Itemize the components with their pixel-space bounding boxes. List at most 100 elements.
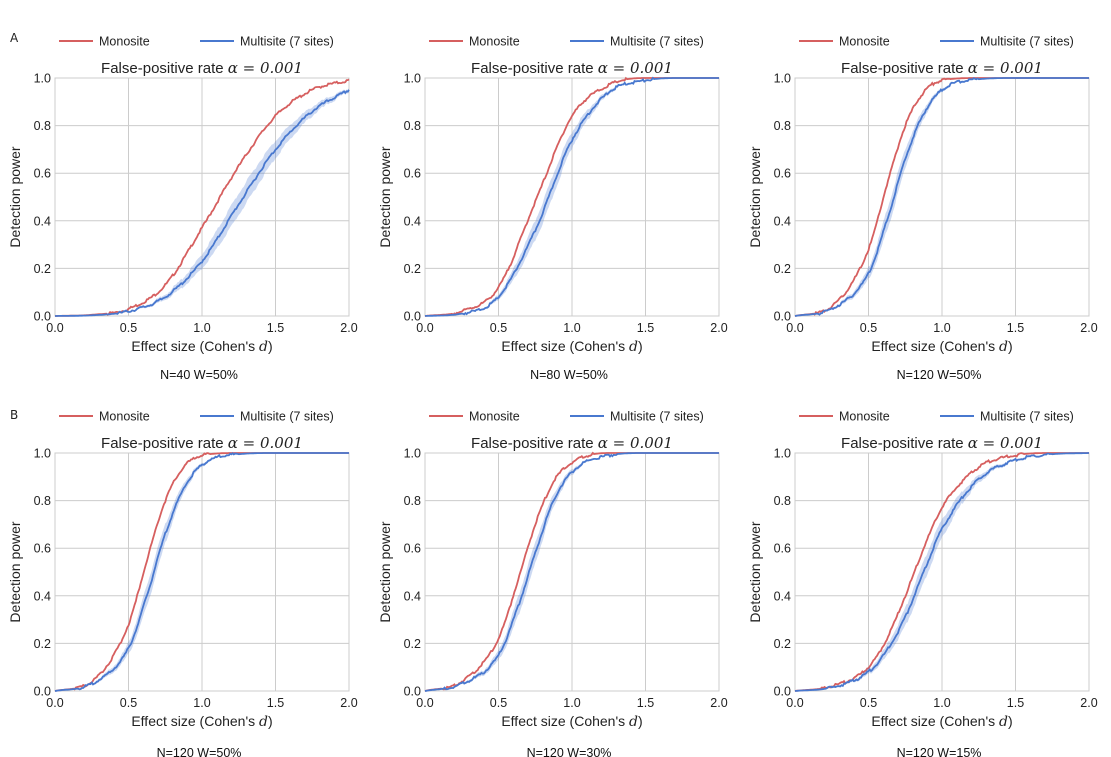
x-tick-label: 1.5 xyxy=(267,321,284,335)
y-tick-label: 0.6 xyxy=(34,167,51,181)
chart-title: False-positive rate α = 0.001 xyxy=(471,434,673,452)
series-line-multisite xyxy=(55,89,350,317)
legend-label: Multisite (7 sites) xyxy=(980,35,1074,49)
x-tick-label: 1.5 xyxy=(1007,696,1024,710)
y-tick-label: 0.6 xyxy=(774,542,791,556)
x-axis-label: Effect size (Cohen's d) xyxy=(871,338,1012,355)
x-tick-label: 2.0 xyxy=(710,321,727,335)
legend-label: Multisite (7 sites) xyxy=(610,410,704,424)
y-tick-label: 0.8 xyxy=(774,494,791,508)
chart-5: 0.0 0.5 1.0 1.5 2.0 0.0 0.2 0.4 0.6 0.8 1.0 False-p… xyxy=(377,410,728,757)
x-tick-label: 0.5 xyxy=(120,696,137,710)
x-tick-label: 1.0 xyxy=(193,696,210,710)
y-tick-label: 0.2 xyxy=(404,637,421,651)
legend-label: Monosite xyxy=(99,35,150,49)
legend-label: Monosite xyxy=(839,410,890,424)
legend-label: Multisite (7 sites) xyxy=(610,35,704,49)
y-tick-label: 0.8 xyxy=(34,494,51,508)
x-tick-label: 2.0 xyxy=(1080,321,1097,335)
y-tick-label: 1.0 xyxy=(774,447,791,461)
y-tick-label: 0.6 xyxy=(774,167,791,181)
confidence-band xyxy=(55,88,349,316)
y-tick-label: 0.2 xyxy=(774,637,791,651)
x-tick-label: 0.5 xyxy=(860,321,877,335)
panel-label-b: B xyxy=(10,408,19,422)
y-tick-label: 0.4 xyxy=(404,214,421,228)
x-tick-label: 0.0 xyxy=(786,696,803,710)
x-axis-label: Effect size (Cohen's d) xyxy=(871,713,1012,730)
legend-label: Multisite (7 sites) xyxy=(240,35,334,49)
x-tick-label: 1.5 xyxy=(1007,321,1024,335)
chart-caption: N=120 W=50% xyxy=(157,746,242,757)
y-tick-label: 0.8 xyxy=(34,119,51,133)
x-tick-label: 2.0 xyxy=(710,696,727,710)
y-tick-label: 0.0 xyxy=(404,310,421,324)
x-tick-label: 1.0 xyxy=(193,321,210,335)
x-tick-label: 1.5 xyxy=(267,696,284,710)
y-tick-label: 0.4 xyxy=(774,589,791,603)
y-tick-label: 0.6 xyxy=(34,542,51,556)
y-tick-label: 0.4 xyxy=(404,589,421,603)
chart-caption: N=80 W=50% xyxy=(530,368,608,382)
series-line-multisite xyxy=(424,76,719,317)
x-tick-label: 1.0 xyxy=(933,321,950,335)
y-tick-label: 0.4 xyxy=(34,214,51,228)
y-tick-label: 0.8 xyxy=(404,494,421,508)
y-axis-label: Detection power xyxy=(377,146,393,248)
x-tick-label: 0.0 xyxy=(416,696,433,710)
y-tick-label: 1.0 xyxy=(404,72,421,86)
x-axis-label: Effect size (Cohen's d) xyxy=(131,713,272,730)
legend-label: Monosite xyxy=(469,410,520,424)
x-tick-label: 0.0 xyxy=(46,696,63,710)
y-tick-label: 1.0 xyxy=(774,72,791,86)
series-line-multisite xyxy=(54,452,349,692)
y-tick-label: 0.2 xyxy=(34,637,51,651)
y-tick-label: 1.0 xyxy=(34,72,51,86)
chart-title: False-positive rate α = 0.001 xyxy=(101,59,303,77)
x-tick-label: 2.0 xyxy=(340,321,357,335)
series-line-multisite xyxy=(424,452,719,692)
legend-label: Monosite xyxy=(839,35,890,49)
x-tick-label: 0.5 xyxy=(490,696,507,710)
x-tick-label: 1.0 xyxy=(563,696,580,710)
series-line-multisite xyxy=(794,77,1089,317)
chart-1: 0.0 0.5 1.0 1.5 2.0 0.0 0.2 0.4 0.6 0.8 1.0 False-p… xyxy=(7,35,358,383)
y-axis-label: Detection power xyxy=(7,146,23,248)
y-tick-label: 0.0 xyxy=(34,310,51,324)
y-axis-label: Detection power xyxy=(747,521,763,623)
y-tick-label: 0.6 xyxy=(404,167,421,181)
y-tick-label: 0.2 xyxy=(404,262,421,276)
chart-6: 0.0 0.5 1.0 1.5 2.0 0.0 0.2 0.4 0.6 0.8 1.0 False-p… xyxy=(747,410,1098,757)
y-axis-label: Detection power xyxy=(7,521,23,623)
x-tick-label: 1.0 xyxy=(563,321,580,335)
y-tick-label: 0.8 xyxy=(774,119,791,133)
chart-caption: N=120 W=50% xyxy=(897,368,982,382)
chart-caption: N=40 W=50% xyxy=(160,368,238,382)
x-tick-label: 2.0 xyxy=(340,696,357,710)
chart-title: False-positive rate α = 0.001 xyxy=(841,434,1043,452)
y-axis-label: Detection power xyxy=(747,146,763,248)
y-tick-label: 0.0 xyxy=(404,685,421,699)
y-tick-label: 1.0 xyxy=(34,447,51,461)
x-tick-label: 1.0 xyxy=(933,696,950,710)
legend-label: Monosite xyxy=(99,410,150,424)
chart-title: False-positive rate α = 0.001 xyxy=(841,59,1043,77)
x-axis-label: Effect size (Cohen's d) xyxy=(501,338,642,355)
x-tick-label: 1.5 xyxy=(637,321,654,335)
panel-label-a: A xyxy=(10,31,19,45)
y-axis-label: Detection power xyxy=(377,521,393,623)
x-tick-label: 2.0 xyxy=(1080,696,1097,710)
y-tick-label: 0.4 xyxy=(774,214,791,228)
chart-3: 0.0 0.5 1.0 1.5 2.0 0.0 0.2 0.4 0.6 0.8 1.0 False-p… xyxy=(747,35,1098,383)
legend-label: Monosite xyxy=(469,35,520,49)
x-tick-label: 0.5 xyxy=(120,321,137,335)
y-tick-label: 0.8 xyxy=(404,119,421,133)
x-tick-label: 0.0 xyxy=(416,321,433,335)
x-axis-label: Effect size (Cohen's d) xyxy=(131,338,272,355)
chart-title: False-positive rate α = 0.001 xyxy=(101,434,303,452)
y-tick-label: 1.0 xyxy=(404,447,421,461)
chart-caption: N=120 W=15% xyxy=(897,746,982,757)
legend-label: Multisite (7 sites) xyxy=(980,410,1074,424)
